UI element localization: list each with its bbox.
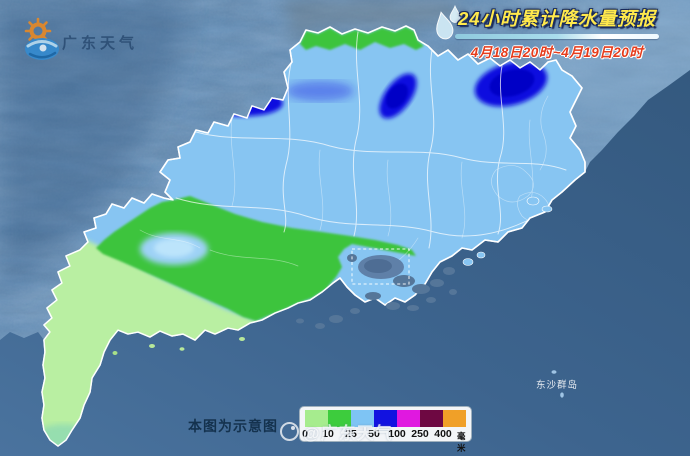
logo-icon [24,17,59,60]
dongsha-islet [551,370,557,374]
forecast-title-block: 24小时累计降水量预报 4月18日20时~4月19日20时 [446,5,668,61]
typhoon-icon [25,38,59,60]
legend-ticks: 0 10 25 50 100 250 400 毫米 [302,428,473,453]
legend-tick: 10 [322,428,334,440]
legend-cell-25-50 [351,410,374,427]
legend-cell-10-25 [328,410,351,427]
legend-cell-50-100 [374,410,397,427]
forecast-title: 24小时累计降水量预报 [457,8,657,29]
rain-region-north-strip [300,27,424,50]
sea [0,70,690,456]
legend-tick: 0 [302,428,308,440]
logo: 广东天气 [16,14,196,70]
logo-text: 广东天气 [62,35,139,52]
legend-tick: 50 [368,428,380,440]
forecast-date-range: 4月18日20时~4月19日20时 [470,45,644,60]
county-borders-minor [139,95,550,267]
county-borders [175,31,567,249]
dongsha-islet [560,392,564,398]
legend-unit: 毫米 [457,431,466,453]
title-underline [455,34,659,39]
watermark: @广东天气 [280,419,393,444]
schematic-note: 本图为示意图 [188,418,278,434]
dongsha-islands-label: 东沙群岛 [536,380,579,391]
legend-cell-400plus [443,410,466,427]
watermark-text: @广东天气 [303,424,393,443]
legend-tick: 400 [434,428,452,440]
legend-cell-0-10 [305,410,328,427]
offshore-islands [112,196,553,355]
weibo-icon [280,422,299,441]
legend-cell-250-400 [420,410,443,427]
legend-tick: 250 [411,428,429,440]
rain-region-10-25 [96,196,416,321]
legend-color-bar [305,410,466,427]
legend-tick: 100 [388,428,406,440]
legend-tick: 25 [345,428,357,440]
rain-drop-icon [436,4,461,40]
legend-panel: 0 10 25 50 100 250 400 毫米 [299,406,473,453]
legend-cell-100-250 [397,410,420,427]
dashed-region-box [351,248,410,285]
